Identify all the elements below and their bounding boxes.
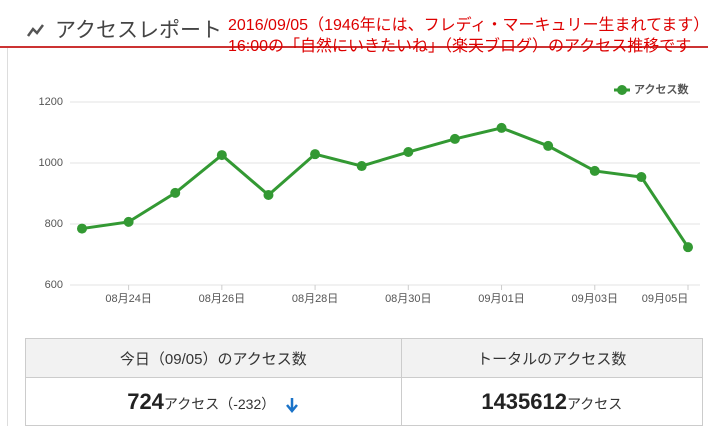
x-tick-label: 09月05日	[642, 293, 688, 305]
legend-label: アクセス数	[634, 82, 689, 96]
chart: 600 800 1000 1200 08月24日 08月26日 08月28日 08月30日 09…	[39, 82, 700, 305]
point	[683, 242, 693, 253]
point	[403, 147, 414, 158]
x-tick-label: 08月24日	[105, 293, 151, 305]
summary-table: 今日（09/05）のアクセス数 トータルのアクセス数 724アクセス（-232） …	[25, 338, 704, 426]
today-value: 724	[127, 388, 164, 414]
y-tick-label: 1000	[39, 157, 63, 169]
header: アクセスレポート 2016/09/05（1946年には、フレディ・マーキュリー生…	[0, 0, 708, 55]
x-tick-label: 08月26日	[199, 293, 245, 305]
point	[636, 172, 647, 183]
today-unit: アクセス（-232）	[163, 395, 276, 412]
point	[356, 161, 367, 172]
point	[263, 190, 274, 201]
total-value: 1435612	[481, 388, 567, 414]
table-header: 今日（09/05）のアクセス数	[25, 338, 402, 378]
legend-marker	[617, 85, 627, 95]
point	[310, 149, 321, 160]
today-cell: 724アクセス（-232）	[25, 377, 402, 426]
series-line	[81, 126, 690, 249]
point	[216, 150, 227, 161]
y-tick-label: 1200	[39, 96, 63, 108]
point	[77, 223, 87, 234]
annotation: 16:00の「自然にいきたいね」（楽天ブログ）のアクセス推移です	[228, 38, 692, 55]
x-tick-label: 09月03日	[572, 293, 618, 305]
header-title: アクセスレポート	[55, 19, 222, 42]
y-tick-label: 600	[45, 279, 63, 291]
point	[589, 165, 600, 176]
annotation: 2016/09/05（1946年には、フレディ・マーキュリー生まれてます）	[228, 17, 708, 34]
y-tick-label: 800	[45, 218, 63, 230]
point	[543, 140, 554, 151]
header-icon	[26, 24, 44, 37]
point	[170, 187, 181, 198]
total-unit: アクセス	[566, 395, 623, 412]
point	[496, 122, 507, 133]
frame	[7, 48, 708, 426]
point	[449, 133, 460, 144]
point	[123, 216, 134, 227]
total-cell: 1435612アクセス	[400, 377, 704, 426]
x-tick-label: 09月01日	[478, 293, 524, 305]
table-header: トータルのアクセス数	[400, 338, 704, 378]
x-tick-label: 08月30日	[385, 293, 431, 305]
x-tick-label: 08月28日	[292, 293, 338, 305]
down-arrow	[286, 397, 299, 413]
